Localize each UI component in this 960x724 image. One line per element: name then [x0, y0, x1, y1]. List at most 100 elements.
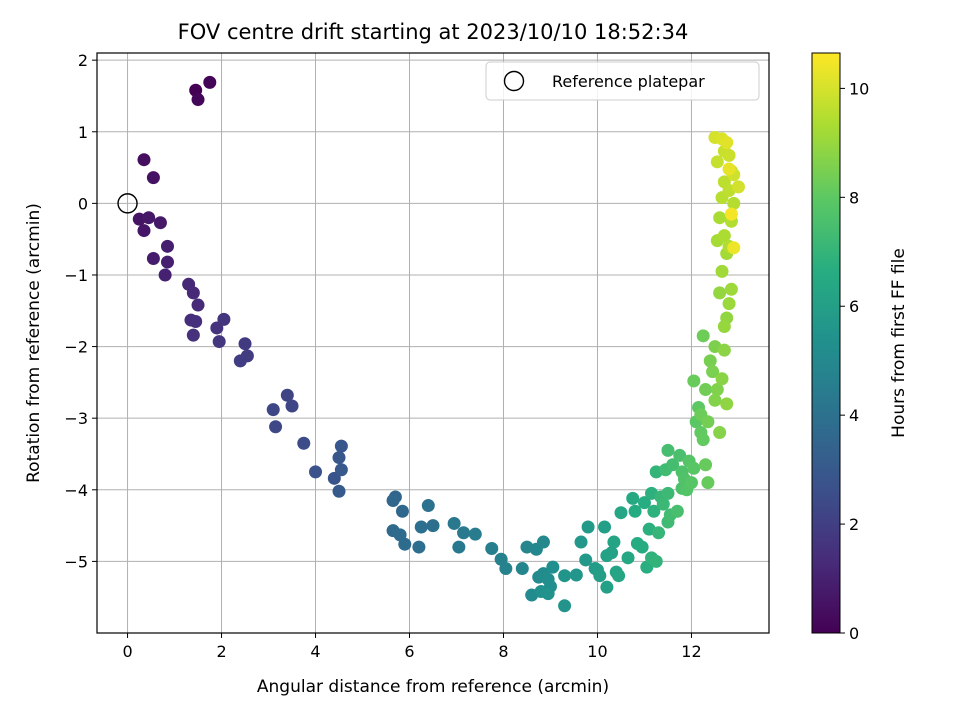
data-point: [579, 553, 593, 567]
x-tick-label: 2: [216, 642, 226, 661]
colorbar-tick-label: 6: [849, 297, 859, 316]
data-point: [447, 516, 461, 530]
data-point: [710, 155, 724, 169]
data-point: [210, 321, 224, 335]
data-point: [724, 282, 738, 296]
data-point: [661, 486, 675, 500]
data-point: [191, 93, 205, 107]
data-point: [558, 569, 572, 583]
colorbar-tick-label: 4: [849, 406, 859, 425]
colorbar-ticks: 0 2 4 6 8 10: [840, 79, 869, 643]
data-point: [574, 535, 588, 549]
data-point: [670, 504, 684, 518]
colorbar-tick-label: 0: [849, 624, 859, 643]
data-point: [593, 569, 607, 583]
data-point: [722, 162, 736, 176]
data-point: [212, 335, 226, 349]
data-point: [266, 403, 280, 417]
data-point: [713, 211, 727, 225]
data-point: [600, 580, 614, 594]
x-tick-label: 12: [681, 642, 701, 661]
data-point: [706, 365, 720, 379]
data-point: [146, 252, 160, 266]
colorbar-gradient: [812, 53, 840, 633]
data-point: [666, 458, 680, 472]
chart-title: FOV centre drift starting at 2023/10/10 …: [178, 20, 689, 44]
data-point: [724, 207, 738, 221]
data-point: [137, 224, 151, 238]
data-point: [722, 297, 736, 311]
data-point: [727, 196, 741, 210]
data-point: [684, 476, 698, 490]
x-tick-label: 10: [587, 642, 607, 661]
reference-platepar-marker: [117, 193, 138, 214]
x-tick-label: 8: [498, 642, 508, 661]
y-tick-label: −4: [64, 481, 88, 500]
y-tick-label: −3: [64, 409, 88, 428]
data-point: [499, 562, 513, 576]
data-point: [269, 420, 283, 434]
data-point: [661, 443, 675, 457]
legend-marker: [503, 70, 525, 92]
data-point: [710, 383, 724, 397]
y-tick-label: 0: [78, 194, 88, 213]
data-point: [649, 554, 663, 568]
data-point: [699, 383, 713, 397]
data-point: [398, 537, 412, 551]
data-point: [395, 504, 409, 518]
data-point: [701, 476, 715, 490]
data-point: [699, 458, 713, 472]
data-point: [607, 535, 621, 549]
y-tick-label: −2: [64, 338, 88, 357]
data-point: [309, 465, 323, 479]
data-point: [696, 329, 710, 343]
data-point: [238, 337, 252, 351]
data-point: [426, 519, 440, 533]
legend: Reference platepar: [485, 61, 760, 101]
data-point: [142, 211, 156, 225]
y-tick-label: −1: [64, 266, 88, 285]
colorbar-label: Hours from first FF file: [889, 248, 909, 438]
data-point: [598, 520, 612, 534]
data-point: [713, 426, 727, 440]
x-axis-ticks: 0 2 4 6 8 10 12: [122, 633, 702, 661]
data-point: [468, 527, 482, 541]
data-point: [280, 388, 294, 402]
data-point: [546, 560, 560, 574]
plot-area-frame: [96, 52, 770, 634]
data-point: [414, 520, 428, 534]
data-point: [687, 461, 701, 475]
data-point: [297, 436, 311, 450]
x-tick-label: 0: [122, 642, 132, 661]
data-point: [332, 484, 346, 498]
legend-box: [485, 61, 760, 101]
data-point: [626, 491, 640, 505]
colorbar-tick-label: 2: [849, 515, 859, 534]
data-point: [703, 354, 717, 368]
data-point: [637, 496, 651, 510]
data-point: [558, 599, 572, 613]
data-point: [612, 569, 626, 583]
data-point: [146, 171, 160, 185]
colorbar-frame: [811, 52, 841, 634]
y-tick-label: 2: [78, 51, 88, 70]
y-axis-ticks: −5 −4 −3 −2 −1 0 1 2: [64, 51, 97, 571]
data-point: [541, 587, 555, 601]
data-point: [569, 568, 583, 582]
data-point: [186, 286, 200, 300]
data-point: [203, 75, 217, 89]
data-point: [717, 343, 731, 357]
data-point: [386, 494, 400, 508]
data-point: [285, 399, 299, 413]
data-point: [485, 542, 499, 556]
data-point: [731, 180, 745, 194]
data-point: [628, 504, 642, 518]
data-point: [412, 540, 426, 554]
data-point: [708, 393, 722, 407]
data-point: [137, 153, 151, 167]
data-point: [647, 504, 661, 518]
data-point: [715, 264, 729, 278]
data-point: [687, 374, 701, 388]
data-point: [191, 298, 205, 312]
